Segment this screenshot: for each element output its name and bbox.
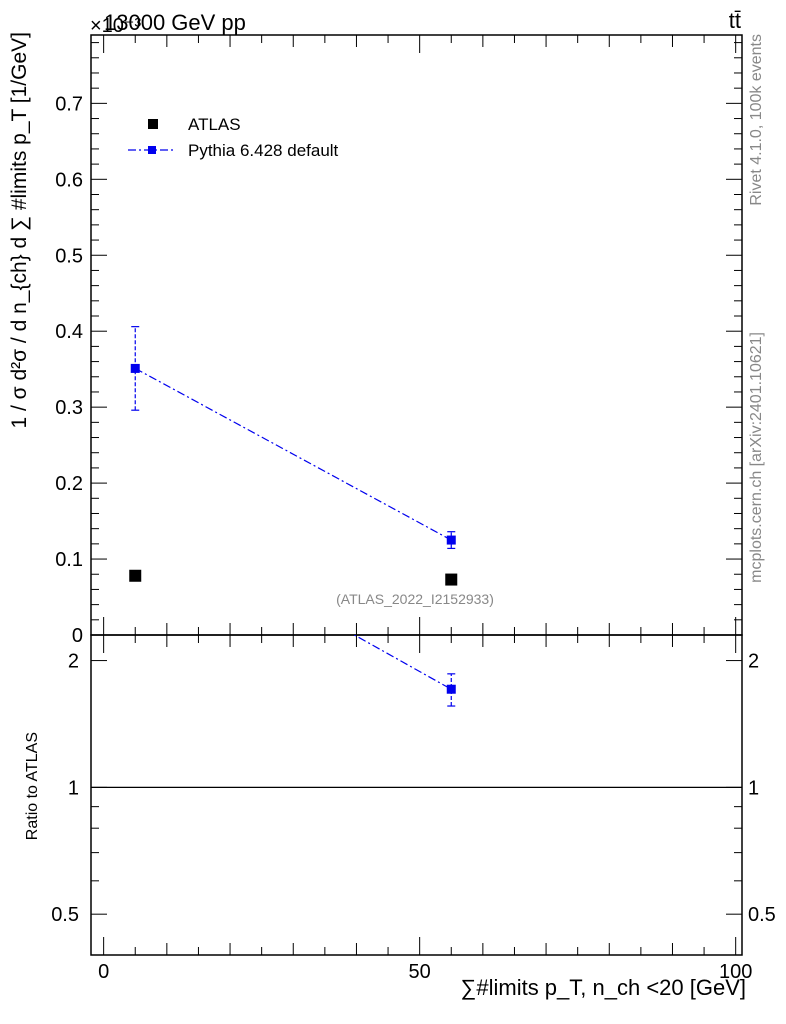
main-y-tick-label: 0.6	[55, 169, 83, 191]
x-tick-label: 50	[409, 961, 431, 983]
ratio-y-tick-label-right: 1	[748, 777, 759, 799]
legend-pythia-marker	[148, 146, 156, 154]
atlas-data-point	[445, 573, 458, 586]
mcplots-label: mcplots.cern.ch [arXiv:2401.10621]	[748, 332, 765, 583]
ratio-y-tick-label: 2	[68, 651, 79, 673]
ratio-plot-frame	[90, 634, 743, 956]
pythia-data-point	[446, 535, 456, 545]
ratio-data-point	[131, 508, 140, 517]
legend-pythia-label: Pythia 6.428 default	[188, 141, 339, 160]
ratio-y-tick-label-right: 2	[748, 651, 759, 673]
main-data-layer	[129, 326, 458, 586]
ratio-data-layer	[91, 508, 742, 788]
main-y-tick-label: 0.3	[55, 397, 83, 419]
y-exponent-label: ×10⁻³	[90, 15, 141, 37]
energy-label: 13000 GeV pp	[104, 10, 246, 35]
ratio-y-axis-title: Ratio to ATLAS	[24, 732, 41, 840]
main-y-tick-label: 0.1	[55, 549, 83, 571]
main-y-tick-label: 0.7	[55, 93, 83, 115]
pythia-data-point	[130, 363, 140, 373]
ratio-y-tick-label-right: 0.5	[748, 904, 776, 926]
ratio-y-tick-label: 0.5	[51, 904, 79, 926]
atlas-data-point	[129, 569, 142, 582]
legend: ATLAS Pythia 6.428 default	[128, 115, 339, 160]
main-y-ticks: 0 0.1 0.2 0.3 0.4 0.5 0.6 0.7	[55, 42, 742, 647]
main-y-tick-label: 0.4	[55, 321, 83, 343]
x-axis-title: ∑#limits p_T, n_ch <20 [GeV]	[461, 975, 746, 1000]
x-tick-label: 0	[98, 961, 109, 983]
main-y-tick-label: 0.5	[55, 245, 83, 267]
process-label: tt̄	[729, 8, 741, 33]
ratio-y-ticks: 0.5 0.5 1 1 2 2	[51, 651, 776, 956]
rivet-label: Rivet 4.1.0, 100k events	[748, 34, 765, 206]
pythia-series-line	[134, 367, 452, 541]
legend-atlas-marker	[148, 119, 158, 129]
analysis-watermark: (ATLAS_2022_I2152933)	[336, 591, 494, 607]
main-y-tick-label: 0.2	[55, 473, 83, 495]
ratio-y-tick-label: 1	[68, 777, 79, 799]
x-tick-label: 100	[719, 961, 752, 983]
legend-atlas-label: ATLAS	[188, 115, 241, 134]
main-y-axis-title: 1 / σ d²σ / d n_{ch} d ∑ #limits p_T [1/…	[8, 32, 31, 429]
x-ticks: 0 50 100	[98, 35, 752, 983]
main-y-tick-label: 0	[72, 625, 83, 647]
ratio-data-point	[446, 684, 456, 694]
